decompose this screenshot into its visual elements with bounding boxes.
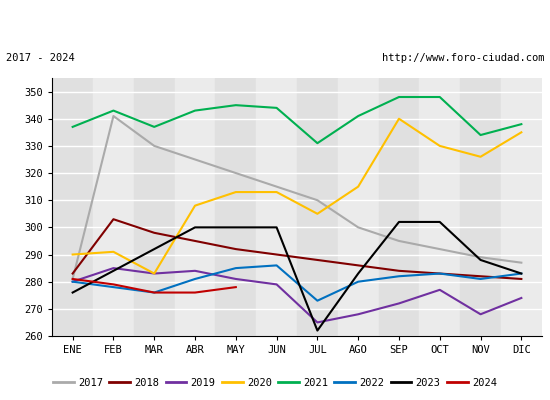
Text: 2017 - 2024: 2017 - 2024 [6, 53, 74, 63]
Bar [256, 78, 297, 336]
Bar [216, 78, 256, 336]
Bar [93, 78, 134, 336]
Text: Evolucion del paro registrado en Valdetorres de Jarama: Evolucion del paro registrado en Valdeto… [59, 14, 491, 28]
Bar [501, 78, 542, 336]
Bar [378, 78, 419, 336]
Bar [338, 78, 378, 336]
Bar [134, 78, 174, 336]
Bar [297, 78, 338, 336]
Bar [175, 78, 216, 336]
Legend: 2017, 2018, 2019, 2020, 2021, 2022, 2023, 2024: 2017, 2018, 2019, 2020, 2021, 2022, 2023… [53, 378, 497, 388]
Bar [419, 78, 460, 336]
Text: http://www.foro-ciudad.com: http://www.foro-ciudad.com [382, 53, 544, 63]
Bar [52, 78, 93, 336]
Bar [460, 78, 501, 336]
